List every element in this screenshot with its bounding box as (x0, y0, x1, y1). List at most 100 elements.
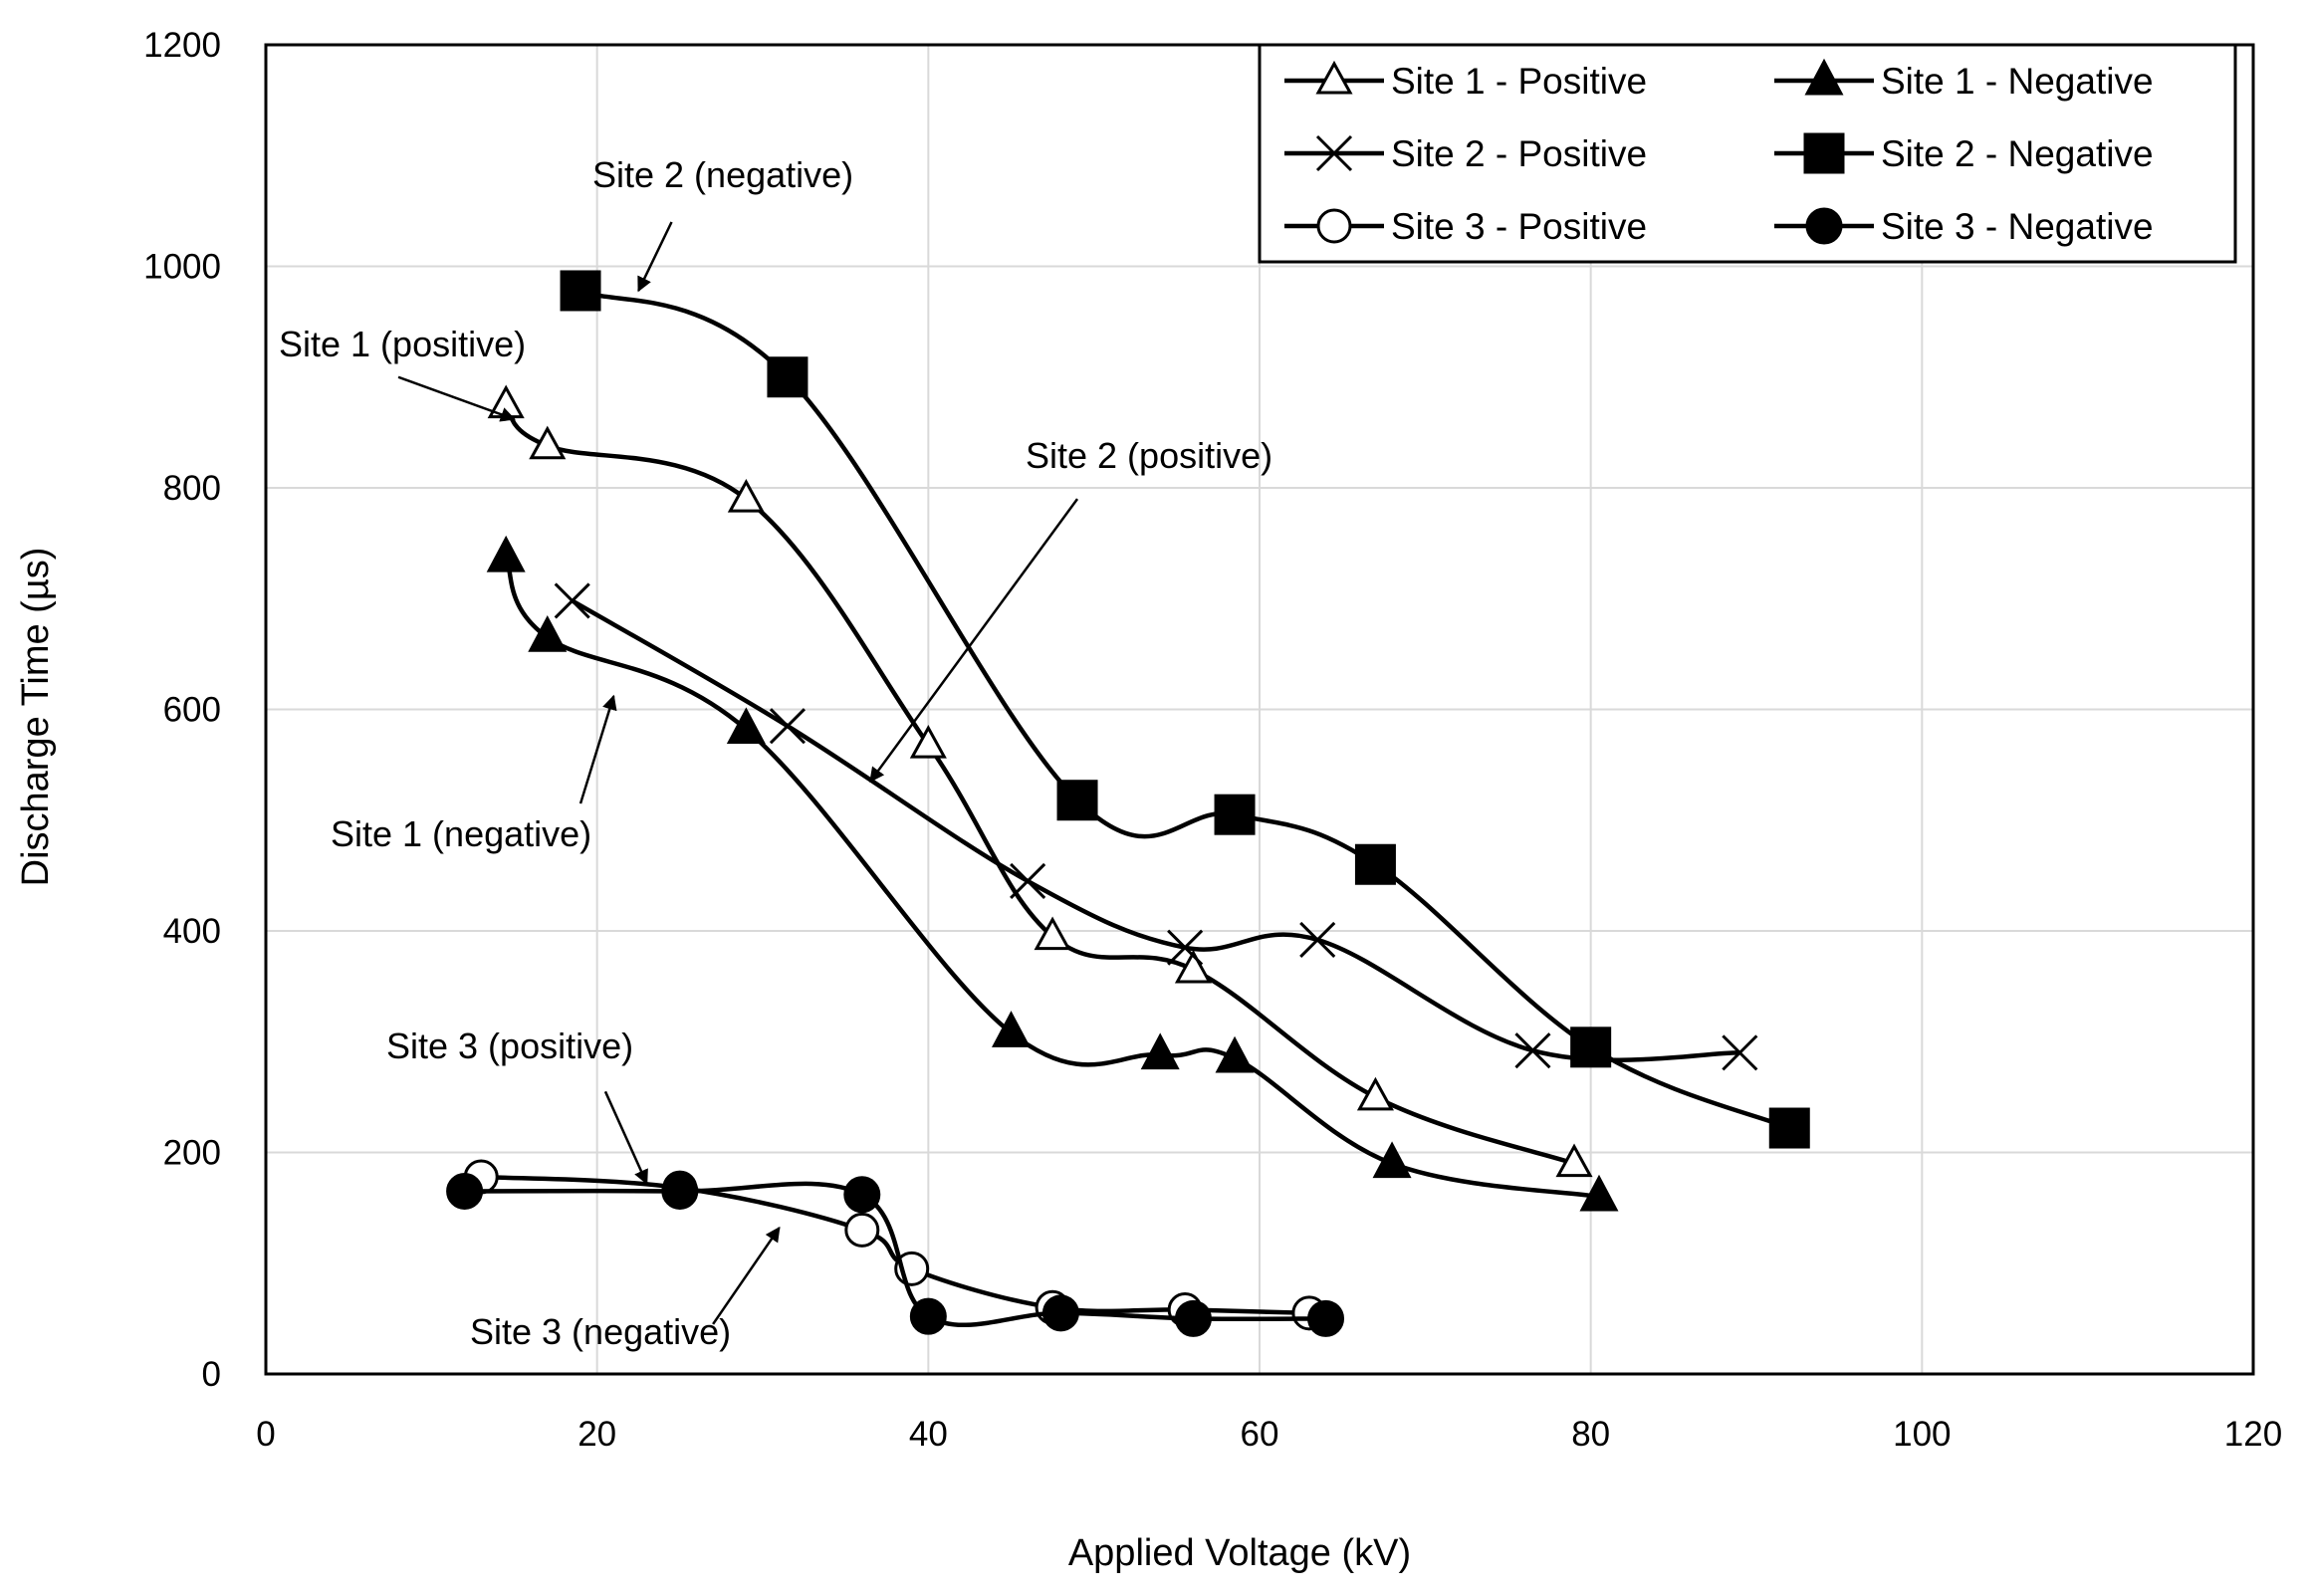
series-site-3-negative (446, 1172, 1345, 1337)
y-tick-label: 800 (163, 469, 221, 508)
series-line-site-1-positive (504, 402, 1575, 1166)
data-point-site-3-negative (909, 1297, 947, 1335)
gridlines (266, 45, 2253, 1374)
data-point-site-1-positive (1034, 916, 1071, 951)
series-site-2-negative (560, 270, 1810, 1149)
legend: Site 1 - Positive Site 1 - Negative Site 2… (1258, 43, 2237, 264)
x-tick-label: 20 (577, 1415, 616, 1454)
legend-label: Site 3 - Negative (1881, 206, 2154, 247)
y-tick-label: 0 (202, 1355, 221, 1394)
data-point-site-3-negative (1174, 1299, 1212, 1337)
legend-item-site-3-negative: Site 3 - Negative (1774, 206, 2154, 247)
data-point-site-1-negative (528, 614, 568, 652)
data-point-site-3-negative (1041, 1294, 1079, 1332)
series-line-site-2-positive (571, 598, 1740, 1062)
annotation-arrow (637, 221, 673, 293)
legend-swatch-marker (1804, 58, 1844, 96)
data-point-site-1-positive (727, 479, 765, 513)
legend-swatch-marker (1803, 132, 1845, 174)
data-point-site-3-positive (844, 1212, 880, 1248)
annotation-site-3-positive: Site 3 (positive) (386, 1026, 648, 1186)
legend-item-site-3-positive: Site 3 - Positive (1284, 206, 1647, 247)
legend-label: Site 2 - Positive (1391, 133, 1647, 174)
annotations: Site 2 (negative) Site 1 (positive) Site 2… (279, 154, 1272, 1352)
legend-swatch-marker (1315, 60, 1353, 95)
y-tick-label: 600 (163, 691, 221, 730)
x-axis-title: Applied Voltage (kV) (1068, 1532, 1411, 1574)
legend-label: Site 1 - Positive (1391, 61, 1647, 102)
x-tick-label: 40 (909, 1415, 948, 1454)
annotation-site-1-negative: Site 1 (negative) (331, 694, 617, 854)
data-point-site-2-negative (1768, 1107, 1810, 1149)
legend-item-site-2-negative: Site 2 - Negative (1774, 132, 2154, 174)
annotation-arrow (397, 375, 516, 422)
annotation-arrow (578, 694, 617, 804)
data-point-site-2-positive (554, 582, 590, 619)
data-point-site-3-negative (1307, 1299, 1345, 1337)
x-tick-label: 80 (1571, 1415, 1610, 1454)
annotation-label: Site 3 (negative) (470, 1311, 731, 1352)
annotation-label: Site 2 (negative) (592, 154, 853, 195)
legend-label: Site 1 - Negative (1881, 61, 2154, 102)
series-layer (446, 270, 1810, 1337)
legend-box (1258, 43, 2237, 264)
x-tick-label: 100 (1893, 1415, 1951, 1454)
axis-tick-labels: 0 200 400 600 800 1000 1200 0 20 40 60 80 100 120 (143, 26, 2282, 1454)
data-point-site-1-negative (486, 535, 526, 572)
legend-item-site-1-positive: Site 1 - Positive (1284, 60, 1647, 102)
series-line-site-1-negative (504, 557, 1600, 1200)
legend-swatch-marker (1805, 207, 1843, 245)
annotation-label: Site 1 (positive) (279, 324, 526, 364)
annotation-site-2-positive: Site 2 (positive) (869, 435, 1272, 784)
data-point-site-2-positive (1010, 862, 1046, 899)
annotation-arrow (603, 1090, 648, 1186)
data-point-site-2-negative (1056, 780, 1098, 821)
y-axis-title: Discharge Time (µs) (15, 548, 57, 887)
annotation-label: Site 1 (negative) (331, 813, 591, 854)
annotation-arrow (712, 1226, 781, 1325)
data-point-site-2-negative (560, 270, 601, 312)
data-point-site-1-positive (1356, 1076, 1394, 1111)
y-tick-label: 1200 (143, 26, 221, 65)
data-point-site-1-negative (726, 707, 766, 745)
data-point-site-1-negative (1579, 1174, 1619, 1212)
legend-swatch-marker (1316, 208, 1352, 244)
data-point-site-1-negative (1372, 1141, 1412, 1179)
data-point-site-2-positive (1299, 921, 1336, 958)
annotation-site-3-negative: Site 3 (negative) (470, 1226, 781, 1352)
x-tick-label: 0 (256, 1415, 275, 1454)
data-point-site-1-positive (1174, 949, 1213, 984)
series-site-1-positive (487, 384, 1593, 1178)
data-point-site-3-negative (661, 1172, 699, 1210)
data-point-site-2-positive (1514, 1032, 1551, 1069)
annotation-site-1-positive: Site 1 (positive) (279, 324, 526, 422)
data-point-site-2-negative (1354, 843, 1396, 885)
legend-label: Site 2 - Negative (1881, 133, 2154, 174)
annotation-site-2-negative: Site 2 (negative) (592, 154, 853, 293)
data-point-site-1-positive (529, 425, 567, 460)
y-tick-label: 1000 (143, 248, 221, 287)
annotation-label: Site 2 (positive) (1026, 435, 1272, 476)
x-tick-label: 120 (2224, 1415, 2282, 1454)
data-point-site-2-negative (1214, 794, 1256, 835)
data-point-site-1-negative (992, 1011, 1031, 1047)
series-site-1-negative (486, 535, 1619, 1212)
data-point-site-2-negative (767, 356, 808, 398)
annotation-label: Site 3 (positive) (386, 1026, 633, 1066)
legend-item-site-2-positive: Site 2 - Positive (1284, 133, 1647, 174)
data-point-site-2-positive (1167, 929, 1204, 966)
legend-swatch-marker (1315, 134, 1353, 172)
data-point-site-1-negative (1215, 1035, 1255, 1073)
legend-item-site-1-negative: Site 1 - Negative (1774, 58, 2154, 102)
annotation-arrow (869, 498, 1079, 784)
data-point-site-2-positive (769, 708, 807, 745)
data-point-site-3-negative (446, 1172, 484, 1210)
x-tick-label: 60 (1241, 1415, 1279, 1454)
data-point-site-1-negative (1140, 1032, 1180, 1070)
y-tick-label: 400 (163, 912, 221, 951)
data-point-site-1-positive (909, 724, 947, 759)
y-tick-label: 200 (163, 1134, 221, 1173)
legend-label: Site 3 - Positive (1391, 206, 1647, 247)
data-point-site-2-negative (1570, 1026, 1612, 1068)
